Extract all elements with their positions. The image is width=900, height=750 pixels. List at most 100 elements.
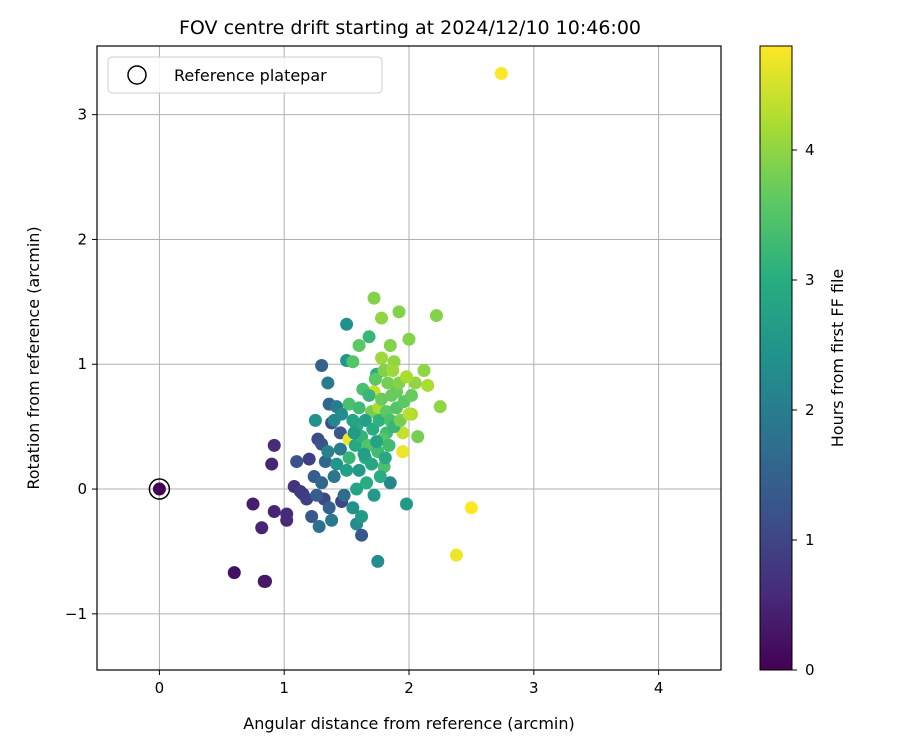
chart-title: FOV centre drift starting at 2024/12/10 … xyxy=(179,17,641,39)
data-point xyxy=(330,457,344,471)
data-point xyxy=(357,447,371,461)
legend-box xyxy=(107,56,383,94)
data-point xyxy=(362,330,376,344)
data-point xyxy=(280,513,294,527)
data-point xyxy=(333,442,347,456)
x-tick-label: 0 xyxy=(155,679,165,697)
colorbar-tick-label: 2 xyxy=(805,401,815,419)
data-point xyxy=(392,305,406,319)
data-point xyxy=(350,482,364,496)
colorbar-tick-label: 1 xyxy=(805,531,815,549)
data-point xyxy=(315,358,329,372)
x-axis-ticks: 0 1 2 3 4 xyxy=(155,670,664,697)
x-tick-label: 1 xyxy=(279,679,289,697)
colorbar-tick-label: 4 xyxy=(805,141,815,159)
data-point xyxy=(449,548,463,562)
colorbar-tick-label: 0 xyxy=(805,661,815,679)
data-point xyxy=(383,339,397,353)
data-point xyxy=(258,574,272,588)
x-tick-label: 4 xyxy=(654,679,664,697)
y-tick-label: 1 xyxy=(77,355,87,373)
data-point xyxy=(382,438,396,452)
data-point xyxy=(417,363,431,377)
x-tick-label: 2 xyxy=(404,679,414,697)
data-point xyxy=(321,445,335,459)
data-point xyxy=(337,488,351,502)
data-point xyxy=(360,476,374,490)
data-point xyxy=(352,339,366,353)
data-point xyxy=(494,66,508,80)
data-point xyxy=(315,476,329,490)
data-point xyxy=(396,445,410,459)
x-axis-title: Angular distance from reference (arcmin) xyxy=(243,714,574,733)
data-point xyxy=(340,317,354,331)
data-point xyxy=(300,492,314,506)
data-point xyxy=(402,332,416,346)
data-point xyxy=(400,497,414,511)
data-point xyxy=(378,451,392,465)
colorbar-tick-label: 3 xyxy=(805,271,815,289)
legend-reference-marker xyxy=(127,65,147,85)
data-point xyxy=(355,528,369,542)
data-point xyxy=(255,521,269,535)
data-point xyxy=(411,430,425,444)
data-point xyxy=(267,505,281,519)
data-point xyxy=(310,488,324,502)
data-point xyxy=(318,455,332,469)
data-point xyxy=(375,392,389,406)
data-point xyxy=(433,400,447,414)
data-point xyxy=(402,407,416,421)
data-point xyxy=(305,509,319,523)
data-point xyxy=(290,455,304,469)
data-point xyxy=(381,376,395,390)
data-point xyxy=(327,470,341,484)
data-point xyxy=(421,378,435,392)
y-axis-title: Rotation from reference (arcmin) xyxy=(24,226,43,489)
data-point xyxy=(312,519,326,533)
colorbar: 0 1 2 3 4 Hours from first FF file xyxy=(759,45,847,679)
data-point xyxy=(325,513,339,527)
y-tick-label: 0 xyxy=(77,480,87,498)
y-axis-ticks: −1 0 1 2 3 xyxy=(65,106,97,623)
data-point xyxy=(308,413,322,427)
data-point xyxy=(386,363,400,377)
colorbar-title: Hours from first FF file xyxy=(828,269,847,448)
data-point xyxy=(265,457,279,471)
data-point xyxy=(367,291,381,305)
data-point xyxy=(340,463,354,477)
legend: Reference platepar xyxy=(107,56,383,94)
data-point xyxy=(400,370,414,384)
grid xyxy=(97,46,721,670)
colorbar-ticks: 0 1 2 3 4 xyxy=(792,141,815,679)
data-point xyxy=(342,397,356,411)
data-point xyxy=(385,388,399,402)
data-point xyxy=(464,501,478,515)
data-point xyxy=(371,554,385,568)
data-point xyxy=(322,501,336,515)
data-point xyxy=(227,566,241,580)
data-point xyxy=(335,407,349,421)
data-point xyxy=(152,482,166,496)
reference-platepar-marker xyxy=(148,478,171,500)
x-tick-label: 3 xyxy=(529,679,539,697)
data-point xyxy=(365,457,379,471)
data-point xyxy=(373,470,387,484)
data-point xyxy=(302,452,316,466)
data-point xyxy=(346,413,360,427)
data-point xyxy=(372,413,386,427)
data-point xyxy=(383,476,397,490)
data-point xyxy=(358,413,372,427)
data-point xyxy=(352,401,366,415)
data-points xyxy=(152,66,508,588)
data-point xyxy=(342,451,356,465)
data-point xyxy=(370,435,384,449)
data-point xyxy=(346,501,360,515)
data-point xyxy=(367,488,381,502)
data-point xyxy=(346,355,360,369)
data-point xyxy=(321,376,335,390)
data-point xyxy=(362,388,376,402)
colorbar-gradient xyxy=(759,45,793,671)
data-point xyxy=(375,311,389,325)
data-point xyxy=(368,372,382,386)
